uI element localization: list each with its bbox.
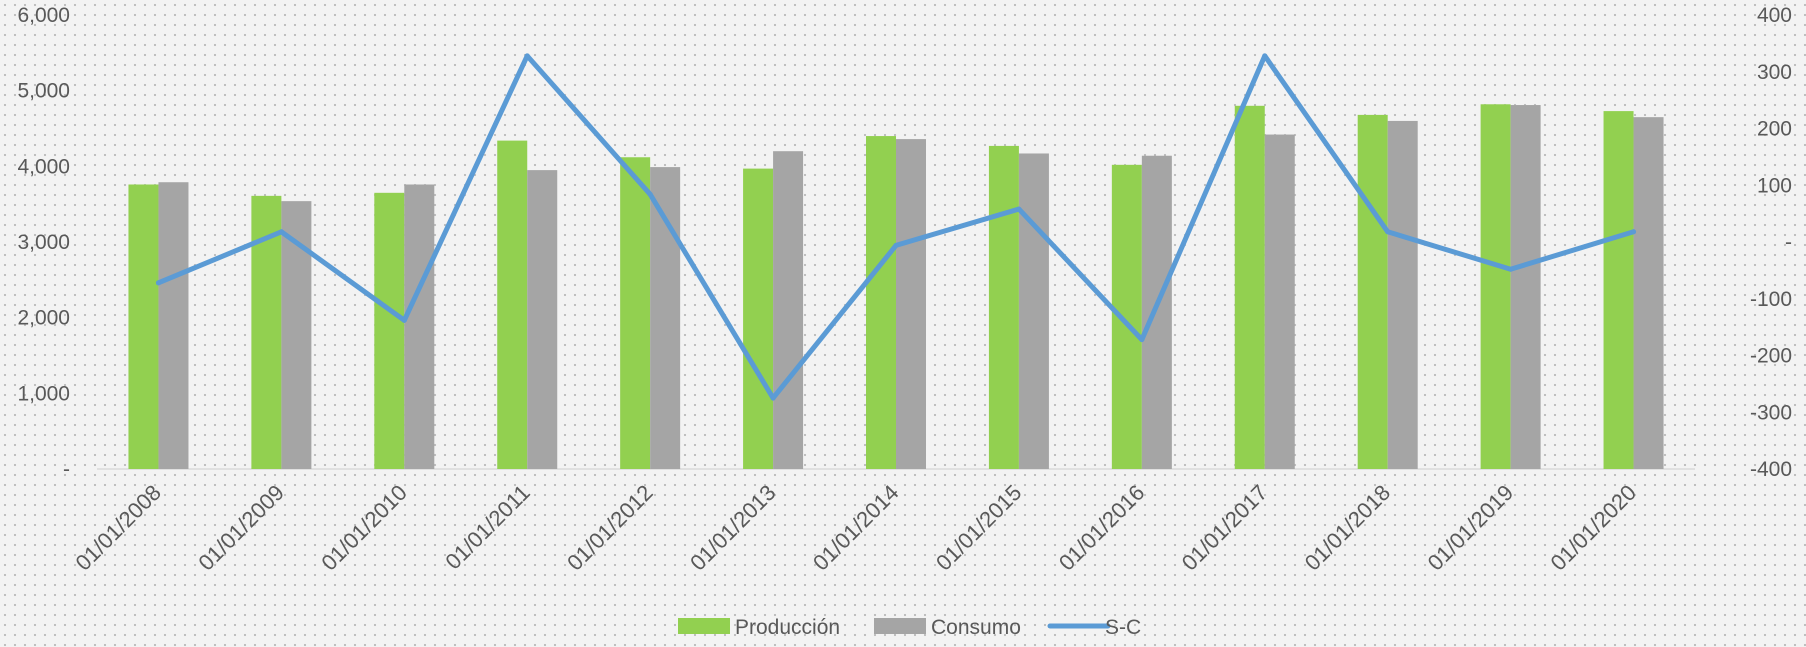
x-tick-label: 01/01/2020 bbox=[1546, 480, 1642, 576]
left-tick-label: 1,000 bbox=[17, 382, 70, 405]
line-point bbox=[401, 317, 407, 323]
x-tick-label: 01/01/2012 bbox=[562, 480, 658, 576]
legend: Producción Consumo S-C bbox=[678, 616, 1141, 639]
x-tick-label: 01/01/2013 bbox=[685, 480, 781, 576]
line-point bbox=[647, 191, 653, 197]
right-tick-label: -300 bbox=[1750, 401, 1792, 424]
bar-consumo bbox=[1018, 153, 1049, 469]
line-point bbox=[1508, 266, 1514, 272]
bar-consumo bbox=[1510, 105, 1541, 469]
x-tick-label: 01/01/2019 bbox=[1423, 480, 1519, 576]
line-point bbox=[1016, 206, 1022, 212]
bar-series bbox=[128, 104, 1664, 470]
legend-label-sc: S-C bbox=[1105, 616, 1141, 639]
bar-consumo bbox=[896, 139, 926, 470]
bar-consumo bbox=[281, 201, 312, 469]
left-tick-label: 6,000 bbox=[17, 4, 70, 27]
bar-consumo bbox=[158, 182, 189, 469]
line-point bbox=[1385, 229, 1391, 235]
right-tick-label: -400 bbox=[1750, 458, 1792, 481]
line-point bbox=[770, 395, 776, 401]
right-tick-label: 100 bbox=[1757, 174, 1792, 197]
x-tick-label: 01/01/2014 bbox=[808, 480, 904, 576]
bar-produccin bbox=[988, 145, 1019, 470]
bar-produccin bbox=[1111, 164, 1142, 469]
legend-label-consumo: Consumo bbox=[931, 616, 1021, 639]
line-point bbox=[1139, 337, 1145, 343]
line-point bbox=[1631, 229, 1637, 235]
bar-produccin bbox=[743, 168, 774, 469]
bar-consumo bbox=[1141, 155, 1172, 470]
bar-produccin bbox=[497, 140, 528, 469]
bar-produccin bbox=[866, 136, 896, 470]
x-tick-label: 01/01/2017 bbox=[1177, 480, 1273, 576]
x-tick-label: 01/01/2016 bbox=[1054, 480, 1150, 576]
line-point bbox=[278, 229, 284, 235]
legend-swatch-consumo bbox=[874, 618, 926, 634]
bar-produccin bbox=[1357, 114, 1388, 469]
right-tick-label: 200 bbox=[1757, 118, 1792, 141]
left-tick-label: 3,000 bbox=[17, 231, 70, 254]
x-tick-label: 01/01/2011 bbox=[440, 480, 534, 574]
legend-swatch-produccin bbox=[678, 618, 730, 634]
bar-consumo bbox=[1633, 117, 1664, 470]
left-tick-label: - bbox=[63, 458, 70, 481]
bar-consumo bbox=[773, 151, 804, 469]
bar-consumo bbox=[1387, 120, 1418, 469]
bar-consumo bbox=[1264, 134, 1295, 469]
x-axis-labels: 01/01/2008 01/01/2009 01/01/2010 01/01/2011… bbox=[70, 480, 1641, 576]
left-axis-ticks: - 1,000 2,000 3,000 4,000 5,000 6,000 bbox=[17, 4, 70, 481]
x-tick-label: 01/01/2010 bbox=[316, 480, 412, 576]
x-tick-label: 01/01/2018 bbox=[1300, 480, 1396, 576]
left-tick-label: 2,000 bbox=[17, 307, 70, 330]
bar-produccin bbox=[128, 184, 159, 469]
line-series bbox=[155, 53, 1637, 401]
right-tick-label: -200 bbox=[1750, 345, 1792, 368]
line-point bbox=[155, 280, 161, 286]
right-tick-label: -100 bbox=[1750, 288, 1792, 311]
bar-consumo bbox=[404, 184, 435, 469]
x-tick-label: 01/01/2009 bbox=[193, 480, 289, 576]
bar-produccin bbox=[1603, 111, 1634, 469]
right-tick-label: - bbox=[1785, 231, 1792, 254]
legend-label-produccin: Producción bbox=[735, 616, 840, 639]
bar-produccin bbox=[620, 157, 651, 469]
line-point bbox=[524, 53, 530, 59]
x-tick-label: 01/01/2008 bbox=[70, 480, 166, 576]
right-tick-label: 400 bbox=[1757, 4, 1792, 27]
bar-produccin bbox=[1234, 105, 1265, 470]
bar-consumo bbox=[527, 170, 558, 469]
bar-produccin bbox=[1480, 104, 1511, 469]
bar-consumo bbox=[650, 167, 681, 469]
line-point bbox=[893, 242, 899, 248]
left-tick-label: 4,000 bbox=[17, 155, 70, 178]
left-tick-label: 5,000 bbox=[17, 80, 70, 103]
line-point bbox=[1262, 53, 1268, 59]
x-tick-label: 01/01/2015 bbox=[931, 480, 1027, 576]
bar-produccin bbox=[374, 192, 405, 470]
right-tick-label: 300 bbox=[1757, 61, 1792, 84]
